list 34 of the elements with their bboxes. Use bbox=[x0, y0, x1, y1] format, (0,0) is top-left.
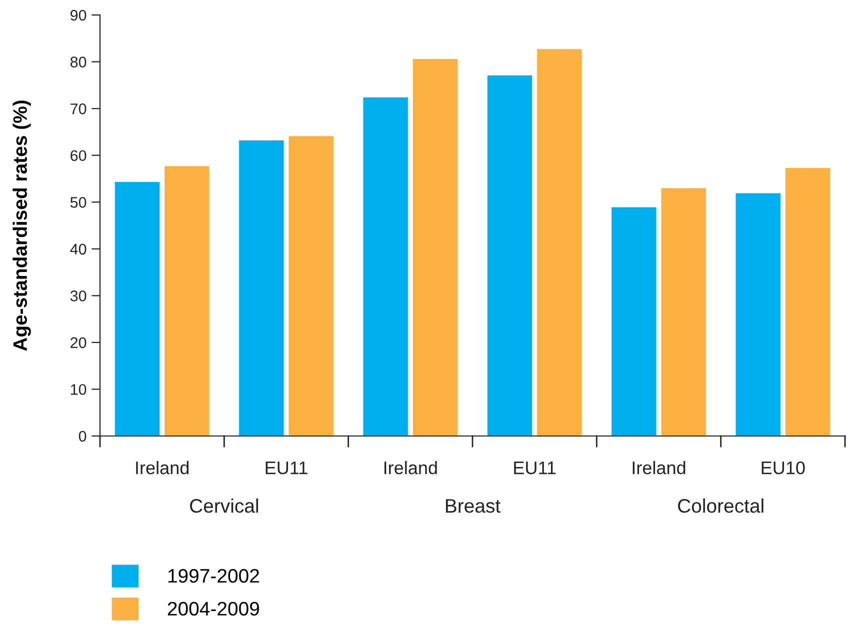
bar bbox=[661, 188, 706, 436]
text: Breast bbox=[446, 499, 500, 513]
bar bbox=[114, 182, 160, 436]
x-tick-label: Ireland bbox=[384, 461, 437, 474]
y-tick-label: 10 bbox=[70, 384, 86, 395]
text: Cervical bbox=[190, 498, 258, 513]
bar bbox=[537, 49, 582, 436]
bar bbox=[487, 75, 532, 436]
y-tick-label: 20 bbox=[70, 337, 86, 348]
bar bbox=[736, 193, 780, 436]
y-tick-label: 30 bbox=[70, 290, 86, 302]
y-tick-label: 50 bbox=[70, 196, 86, 208]
bar bbox=[785, 168, 830, 436]
x-tick-label: EU11 bbox=[514, 462, 556, 474]
y-tick-label: 40 bbox=[70, 244, 86, 255]
y-axis-title: Age-standardised rates (%) bbox=[12, 100, 31, 351]
bar bbox=[239, 140, 284, 436]
bar bbox=[164, 166, 210, 436]
y-tick-label: 80 bbox=[70, 56, 86, 68]
x-tick-label: Ireland bbox=[632, 461, 686, 474]
bar bbox=[412, 58, 458, 436]
bar bbox=[288, 136, 334, 436]
text: Colorectal bbox=[678, 498, 764, 513]
x-tick-label: EU11 bbox=[266, 462, 308, 474]
x-tick-label: Ireland bbox=[136, 461, 189, 474]
legend-label: 1997-2002 bbox=[168, 568, 259, 583]
y-tick-label: 90 bbox=[70, 10, 86, 21]
bar bbox=[363, 97, 408, 436]
y-tick-label: 0 bbox=[78, 430, 86, 442]
legend-label: 2004-2009 bbox=[168, 602, 260, 616]
x-tick-label: EU10 bbox=[762, 461, 805, 474]
bar bbox=[612, 207, 656, 436]
y-tick-label: 70 bbox=[70, 103, 86, 114]
y-tick-label: 60 bbox=[70, 150, 86, 162]
